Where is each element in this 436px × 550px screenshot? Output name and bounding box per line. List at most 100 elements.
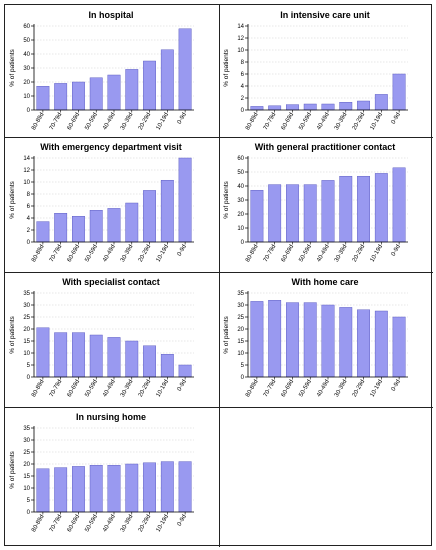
y-tick-label: 60 — [23, 24, 30, 30]
x-tick-label: 80-89d — [31, 112, 46, 131]
x-tick-label: 30-39d — [120, 514, 135, 533]
bar — [143, 60, 156, 111]
y-axis-label: % of patients — [223, 315, 230, 353]
y-tick-label: 10 — [23, 351, 30, 357]
bar — [89, 77, 103, 111]
x-tick-label: 40-49d — [102, 379, 117, 398]
bar — [125, 340, 139, 378]
chart-title: With specialist contact — [62, 277, 159, 287]
bar — [250, 189, 264, 243]
bar — [357, 100, 370, 111]
y-tick-label: 60 — [237, 156, 244, 162]
y-tick-label: 25 — [237, 315, 244, 321]
x-tick-label: 30-39d — [334, 112, 349, 131]
x-tick-label: 40-49d — [102, 112, 117, 131]
grid-divider-row2 — [5, 272, 433, 273]
x-tick-label: 10-19d — [370, 112, 385, 131]
x-tick-label: 60-69d — [281, 244, 296, 263]
x-tick-label: 40-49d — [102, 514, 117, 533]
chart-title: In nursing home — [76, 412, 146, 422]
x-tick-label: 60-69d — [281, 379, 296, 398]
bar — [339, 101, 353, 111]
bar — [107, 337, 121, 378]
bar — [143, 190, 156, 243]
x-tick-label: 0-9d — [177, 244, 188, 257]
x-tick-label: 30-39d — [120, 379, 135, 398]
x-tick-label: 40-49d — [316, 379, 331, 398]
bar — [303, 103, 317, 111]
y-tick-label: 0 — [241, 240, 245, 246]
y-tick-label: 25 — [23, 450, 30, 456]
bar — [392, 316, 406, 378]
x-tick-label: 80-89d — [31, 514, 46, 533]
x-tick-label: 70-79d — [263, 244, 278, 263]
y-tick-label: 5 — [27, 363, 31, 369]
x-tick-label: 0-9d — [391, 244, 402, 257]
bar — [89, 209, 103, 243]
y-tick-label: 8 — [27, 192, 31, 198]
y-tick-label: 10 — [23, 94, 30, 100]
x-tick-label: 0-9d — [177, 379, 188, 392]
y-tick-label: 5 — [241, 363, 245, 369]
y-tick-label: 30 — [23, 438, 30, 444]
bar — [321, 304, 335, 378]
y-tick-label: 4 — [241, 84, 245, 90]
bar — [72, 332, 85, 378]
bar — [286, 302, 299, 378]
x-tick-label: 20-29d — [352, 244, 367, 263]
bar — [178, 28, 192, 111]
x-tick-label: 80-89d — [31, 379, 46, 398]
bar — [160, 354, 174, 378]
bar — [357, 175, 370, 243]
bar — [89, 334, 103, 378]
x-tick-label: 0-9d — [391, 112, 402, 125]
x-tick-label: 70-79d — [49, 514, 64, 533]
y-tick-label: 0 — [27, 375, 31, 381]
y-tick-label: 30 — [23, 66, 30, 72]
y-axis-label: % of patients — [9, 450, 16, 488]
x-tick-label: 30-39d — [334, 244, 349, 263]
x-tick-label: 70-79d — [49, 112, 64, 131]
bar — [374, 173, 388, 243]
grid-divider-vertical — [219, 5, 220, 547]
x-tick-label: 10-19d — [156, 379, 171, 398]
y-tick-label: 14 — [23, 156, 30, 162]
bar — [392, 167, 406, 243]
x-tick-label: 20-29d — [138, 244, 153, 263]
y-tick-label: 0 — [27, 510, 31, 516]
bar — [89, 465, 103, 513]
bar — [178, 461, 192, 513]
y-tick-label: 2 — [27, 228, 31, 234]
x-tick-label: 20-29d — [352, 112, 367, 131]
bar — [36, 221, 50, 243]
bar — [72, 215, 85, 243]
y-tick-label: 20 — [23, 80, 30, 86]
x-tick-label: 80-89d — [31, 244, 46, 263]
y-tick-label: 12 — [23, 168, 30, 174]
x-tick-label: 70-79d — [49, 379, 64, 398]
y-tick-label: 2 — [241, 96, 245, 102]
y-tick-label: 10 — [237, 351, 244, 357]
bar — [125, 463, 139, 513]
y-tick-label: 25 — [23, 315, 30, 321]
bar — [374, 310, 388, 378]
x-tick-label: 20-29d — [138, 379, 153, 398]
bar — [36, 468, 50, 513]
chart-title: With general practitioner contact — [255, 142, 395, 152]
x-tick-label: 40-49d — [316, 112, 331, 131]
x-tick-label: 40-49d — [316, 244, 331, 263]
bar — [268, 105, 282, 111]
y-axis-label: % of patients — [9, 180, 16, 218]
bar — [268, 300, 282, 378]
x-tick-label: 20-29d — [138, 112, 153, 131]
x-tick-label: 50-59d — [298, 244, 313, 263]
y-tick-label: 6 — [241, 72, 245, 78]
y-tick-label: 40 — [23, 52, 30, 58]
x-tick-label: 30-39d — [120, 244, 135, 263]
x-tick-label: 0-9d — [177, 514, 188, 527]
bar — [178, 364, 192, 378]
x-tick-label: 0-9d — [177, 112, 188, 125]
chart-title: With home care — [292, 277, 359, 287]
x-tick-label: 0-9d — [391, 379, 402, 392]
